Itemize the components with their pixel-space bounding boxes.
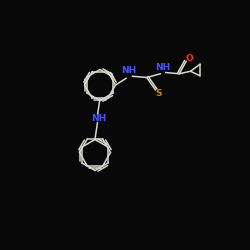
Text: S: S — [155, 88, 162, 98]
Text: O: O — [186, 54, 193, 63]
Text: NH: NH — [156, 62, 170, 72]
Text: NH: NH — [122, 66, 137, 75]
Text: NH: NH — [91, 114, 106, 123]
